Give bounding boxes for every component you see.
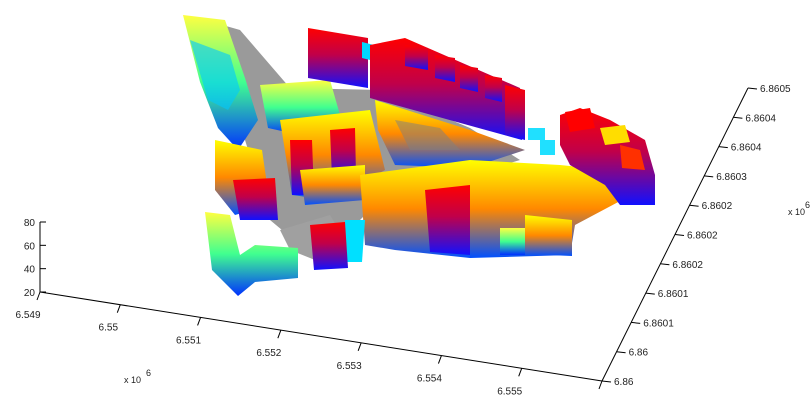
z-tick: 20 [24, 288, 46, 299]
y-tick: 6.8602 [674, 231, 718, 242]
x-tick: 6.555 [497, 368, 523, 397]
building-surface [183, 15, 655, 296]
y-axis-ticks: 6.86 6.86 6.8601 6.8601 6.8602 6.8602 6.8602 6.… [601, 84, 791, 388]
x-tick: 6.551 [176, 317, 202, 346]
z-tick-label: 80 [24, 218, 36, 229]
svg-text:6: 6 [146, 368, 151, 378]
y-tick-label: 6.86 [614, 377, 634, 388]
y-tick: 6.8603 [704, 172, 747, 183]
y-tick: 6.86 [616, 348, 649, 359]
y-tick: 6.8604 [718, 143, 762, 154]
z-tick: 80 [24, 218, 46, 229]
y-tick: 6.86 [601, 377, 634, 388]
svg-text:x 10: x 10 [788, 207, 805, 217]
building-ring-block [375, 100, 525, 168]
z-tick: 40 [24, 265, 46, 276]
z-tick-label: 40 [24, 265, 36, 276]
x-tick-label: 6.554 [417, 374, 442, 385]
y-tick-label: 6.8601 [643, 318, 674, 329]
svg-text:6: 6 [805, 200, 810, 210]
x-tick: 6.554 [417, 355, 442, 385]
x-tick-label: 6.55 [99, 323, 119, 334]
z-tick: 60 [24, 241, 46, 252]
y-tick-label: 6.8602 [687, 231, 718, 242]
x-tick-label: 6.552 [256, 348, 281, 359]
x-tick-label: 6.551 [176, 335, 201, 346]
x-tick: 6.549 [15, 291, 41, 321]
y-tick-label: 6.8604 [745, 113, 776, 124]
x-tick: 6.55 [99, 304, 121, 334]
x-axis-line [39, 291, 603, 382]
building-lower-strip [360, 160, 622, 258]
x-tick: 6.552 [256, 329, 282, 359]
svg-text:x 10: x 10 [124, 375, 141, 385]
y-tick-label: 6.8604 [731, 143, 762, 154]
y-tick: 6.8602 [689, 201, 733, 212]
y-tick: 6.8605 [747, 84, 791, 95]
x-axis-exponent: x 10 6 [124, 368, 151, 385]
x-axis-ticks: 6.549 6.55 6.551 6.552 6.553 6.554 6.555 6.556 [15, 291, 603, 397]
y-tick: 6.8604 [733, 113, 776, 124]
z-tick-label: 60 [24, 241, 36, 252]
building-tower-top [308, 28, 368, 88]
building-strip-bottom-left [205, 212, 298, 296]
y-tick-label: 6.8601 [658, 289, 689, 300]
y-tick-label: 6.8602 [702, 201, 733, 212]
z-tick-label: 20 [24, 288, 36, 299]
y-tick-label: 6.8605 [760, 84, 791, 95]
y-tick-label: 6.8603 [716, 172, 747, 183]
z-axis-ticks: 20 40 60 80 [24, 218, 46, 299]
y-tick: 6.8602 [660, 260, 703, 271]
building-right-cluster [560, 108, 655, 205]
x-tick: 6.553 [337, 342, 362, 372]
x-tick: 6.556 [598, 380, 603, 390]
x-tick-label: 6.555 [497, 386, 522, 397]
x-tick-label: 6.549 [15, 310, 40, 321]
y-tick-label: 6.86 [629, 348, 649, 359]
y-axis-exponent: x 10 6 [788, 200, 810, 217]
y-tick: 6.8601 [631, 318, 674, 329]
y-tick-label: 6.8602 [672, 260, 703, 271]
y-tick: 6.8601 [645, 289, 689, 300]
x-tick-label: 6.553 [337, 361, 362, 372]
